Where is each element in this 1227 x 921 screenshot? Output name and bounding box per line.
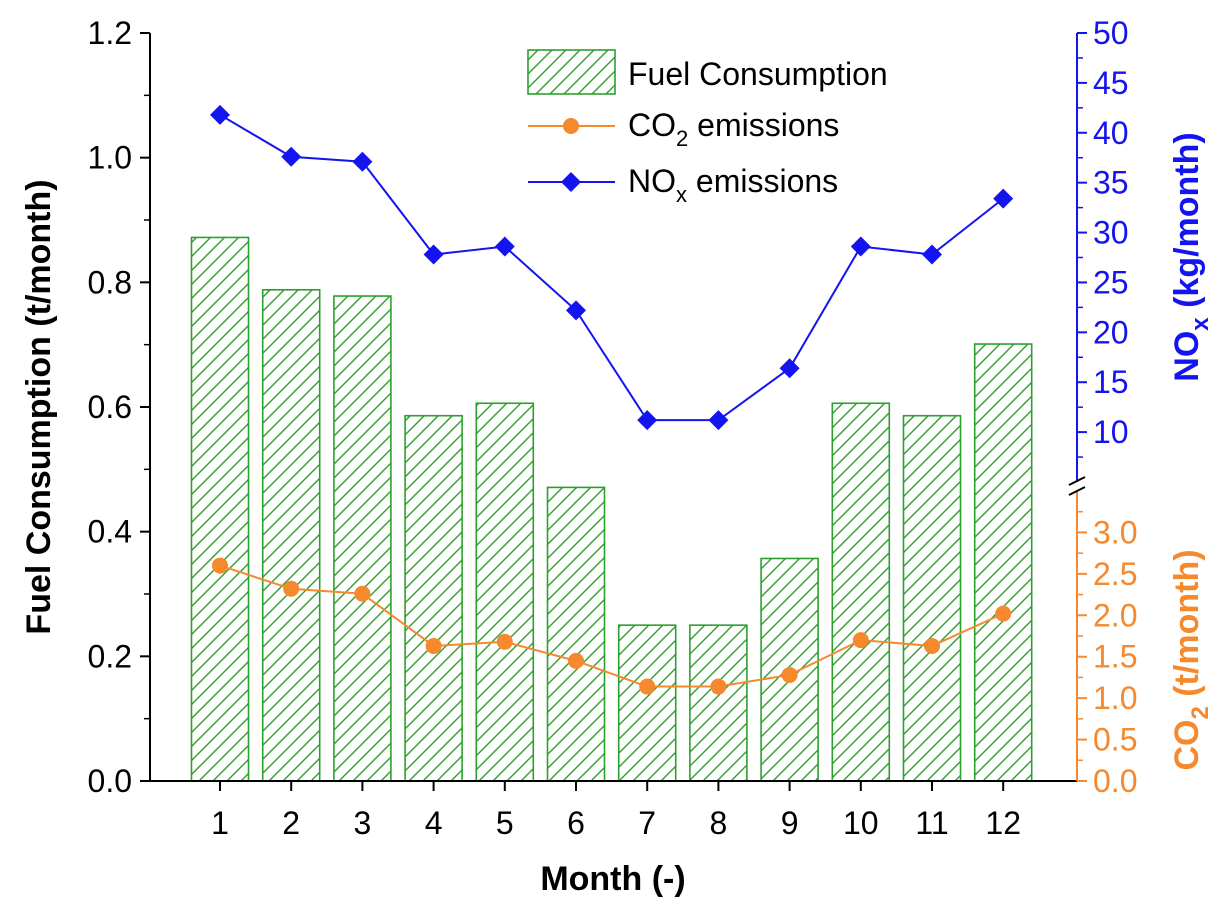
nox-tick-label: 25 [1093, 264, 1129, 300]
fuel-bar-3 [333, 295, 392, 782]
co2-point-12 [995, 605, 1012, 622]
co2-tick-label: 0.5 [1093, 722, 1137, 758]
nox-line [219, 113, 1004, 422]
co2-point-7 [639, 678, 656, 695]
co2-point-10 [852, 632, 869, 649]
axes-layer: 0.00.20.40.60.81.01.21 2 3 4 5 6 7 8 9 10 11 121015… [88, 15, 1138, 841]
fuel-bar-4 [404, 414, 463, 782]
left-tick-label: 0.6 [88, 389, 132, 425]
nox-point-5 [494, 236, 515, 257]
left-tick-label: 0.0 [88, 763, 132, 799]
nox-tick-label: 15 [1093, 364, 1129, 400]
co2-axis-title: CO2 (t/month) [1168, 549, 1214, 770]
fuel-bar-11 [902, 414, 962, 782]
co2-tick-label: 1.5 [1093, 639, 1137, 675]
nox-tick-label: 45 [1093, 65, 1129, 101]
x-tick-label: 4 [425, 805, 443, 841]
x-tick-label: 8 [710, 805, 728, 841]
legend: Fuel Consumption CO2 emissions NOx emissio… [527, 49, 888, 207]
co2-series [212, 557, 1012, 695]
axis-labels: Month (-) Fuel Consumption (t/month) NOx (… [20, 132, 1214, 898]
fuel-bar-10 [831, 402, 891, 782]
legend-fuel-swatch [527, 49, 616, 95]
fuel-bar-8 [689, 624, 748, 782]
co2-tick-label: 1.0 [1093, 680, 1137, 716]
legend-item-label: NOx emissions [628, 163, 838, 207]
nox-tick-label: 30 [1093, 215, 1129, 251]
axis-break-mark [1068, 486, 1086, 496]
x-tick-label: 10 [843, 805, 879, 841]
nox-point-9 [779, 358, 800, 379]
left-tick-label: 0.4 [88, 514, 132, 550]
co2-tick-label: 3.0 [1093, 514, 1137, 550]
legend-item-label: Fuel Consumption [628, 56, 888, 92]
x-axis-title: Month (-) [540, 860, 685, 898]
nox-point-2 [281, 146, 302, 167]
nox-tick-label: 35 [1093, 165, 1129, 201]
left-tick-label: 0.2 [88, 638, 132, 674]
fuel-bar-7 [617, 624, 677, 782]
nox-axis-title: NOx (kg/month) [1168, 132, 1214, 381]
co2-tick-label: 2.0 [1093, 597, 1137, 633]
fuel-bar-1 [190, 236, 250, 782]
nox-tick-label: 50 [1093, 15, 1129, 51]
fuel-bar-5 [475, 402, 535, 782]
x-tick-label: 5 [496, 805, 514, 841]
nox-point-10 [850, 236, 871, 257]
nox-tick-label: 20 [1093, 314, 1129, 350]
legend-co2-swatch-marker [563, 118, 579, 134]
nox-point-7 [637, 410, 658, 431]
fuel-bar-2 [261, 289, 321, 782]
co2-point-1 [212, 557, 228, 574]
y-axis-title: Fuel Consumption (t/month) [20, 179, 58, 634]
fuel-bar-6 [546, 486, 606, 782]
co2-point-3 [354, 585, 371, 602]
x-tick-label: 11 [915, 805, 948, 841]
legend-nox-swatch-marker [561, 172, 581, 192]
nox-point-12 [993, 188, 1014, 209]
nox-point-6 [566, 300, 586, 321]
left-tick-label: 1.2 [88, 15, 132, 51]
co2-point-5 [496, 633, 513, 650]
x-tick-label: 12 [985, 805, 1021, 841]
x-tick-label: 1 [211, 805, 229, 841]
nox-point-4 [423, 244, 444, 265]
bars-layer [190, 236, 1033, 782]
x-tick-label: 6 [567, 805, 585, 841]
fuel-bar-12 [973, 343, 1033, 782]
x-tick-label: 9 [781, 805, 799, 841]
left-tick-label: 0.8 [88, 264, 132, 300]
co2-point-4 [425, 637, 442, 654]
co2-point-2 [283, 580, 300, 597]
co2-point-11 [924, 637, 940, 654]
co2-point-9 [781, 666, 798, 683]
nox-point-1 [210, 104, 230, 125]
nox-point-8 [708, 410, 729, 431]
axis-break-mark [1068, 476, 1086, 486]
co2-tick-label: 0.0 [1093, 763, 1137, 799]
legend-item-label: CO2 emissions [628, 107, 839, 151]
nox-point-11 [922, 244, 942, 265]
left-tick-label: 1.0 [88, 140, 132, 176]
x-tick-label: 3 [354, 805, 372, 841]
nox-point-3 [352, 151, 373, 172]
nox-tick-label: 10 [1093, 414, 1129, 450]
x-tick-label: 2 [282, 805, 300, 841]
co2-point-6 [568, 652, 584, 669]
x-tick-label: 7 [638, 805, 656, 841]
nox-series [210, 104, 1014, 431]
nox-tick-label: 40 [1093, 115, 1129, 151]
co2-line [219, 564, 1004, 688]
co2-tick-label: 2.5 [1093, 556, 1137, 592]
co2-point-8 [710, 678, 727, 695]
